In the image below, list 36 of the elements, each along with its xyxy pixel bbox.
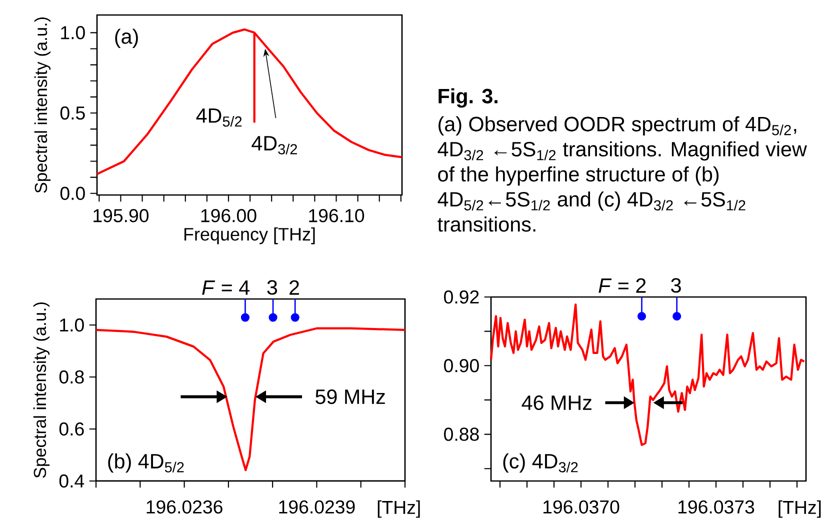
annotation: 3 (267, 280, 278, 295)
annotation: (a) (115, 28, 138, 48)
y-tick-label: 1.0 (60, 318, 84, 332)
y-tick-label: 0.4 (59, 474, 84, 488)
text: Fig. 3. (438, 88, 498, 108)
y-tick-label: 0.6 (59, 422, 84, 436)
y-tick-label: 1.0 (61, 26, 85, 40)
annotation: (c) 4D$_{3/2}$ (503, 453, 578, 473)
y-axis-title: Spectral intensity (a.u.) (34, 17, 51, 193)
x-axis-title: Frequency [THz] (184, 227, 315, 244)
y-axis-title: Spectral intensity (a.u.) (33, 302, 50, 478)
y-tick-label: 0.92 (444, 290, 479, 304)
annotation: F = 2 (598, 278, 646, 293)
x-tick-label: 196.0373 (678, 500, 754, 514)
annotation: 4D$_{5/2}$ (196, 108, 242, 127)
y-tick-label: 0.90 (444, 359, 479, 372)
x-tick-label: 195.90 (94, 209, 149, 222)
y-tick-label: 0.0 (60, 186, 85, 200)
x-tick-label: 196.00 (201, 209, 256, 222)
x-tick-label: 196.0239 (279, 500, 355, 514)
x-tick-label: 196.0370 (544, 500, 620, 514)
annotation: 3 (671, 278, 681, 293)
annotation: 2 (290, 280, 299, 295)
x-axis-title: [THz] (378, 500, 420, 518)
y-tick-label: 0.5 (60, 106, 85, 120)
text: (a) Observed OODR spectrum of 4D$_{5/2}$, 4D$_{3/2}$ ←5S$_{1/2}$ transitions. Magnified view of the hyperfine structure of (b) 4D$_{5/2}$←5S$_{1/2}$ and (c) 4D$_{3/2}$ ←5S$_{1/2}$ transitions. (438, 116, 807, 232)
x-axis-title: [THz] (778, 500, 821, 518)
annotation: 46 MHz (522, 395, 592, 410)
annotation: F = 4 (202, 280, 250, 295)
y-tick-label: 0.8 (59, 370, 84, 384)
annotation: 59 MHz (316, 389, 385, 404)
y-tick-label: 0.88 (444, 428, 479, 441)
annotation: (b) 4D$_{5/2}$ (108, 453, 184, 473)
x-tick-label: 196.10 (309, 209, 364, 222)
annotation: 4D$_{3/2}$ (252, 136, 297, 154)
x-tick-label: 196.0236 (146, 500, 222, 514)
